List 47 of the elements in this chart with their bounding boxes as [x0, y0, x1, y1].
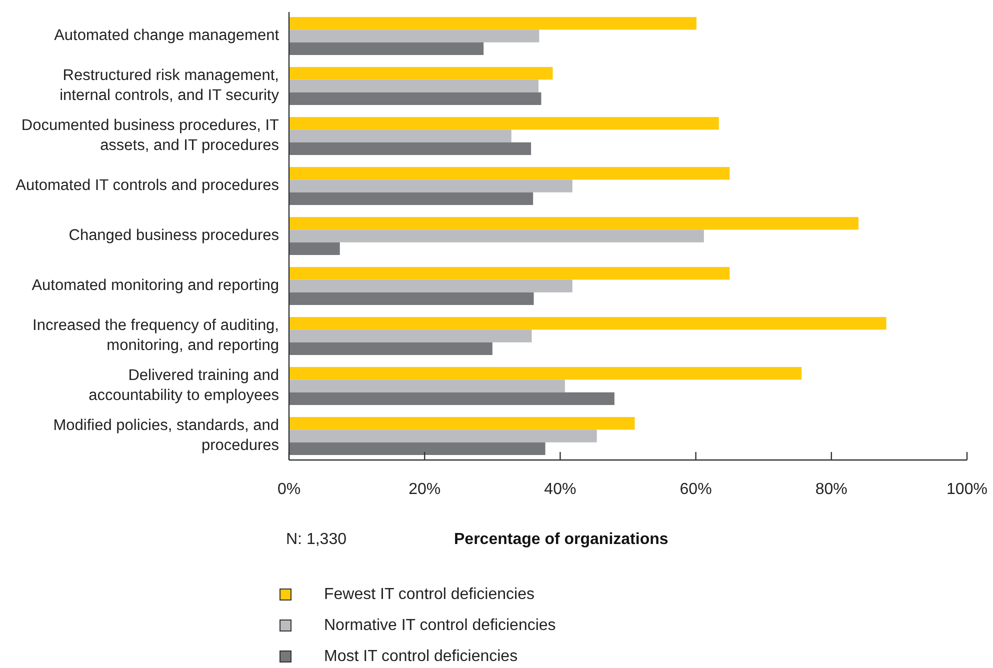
legend-label: Fewest IT control deficiencies	[324, 586, 534, 604]
bar	[289, 17, 696, 30]
bar	[289, 267, 730, 280]
x-tick-label: 60%	[680, 481, 712, 498]
x-axis-title: Percentage of organizations	[454, 531, 668, 548]
x-tick-label: 20%	[408, 481, 441, 498]
bar	[289, 230, 704, 242]
bar	[289, 342, 492, 355]
y-tick-label: Changed business procedures	[68, 227, 280, 244]
bar	[289, 242, 340, 255]
bar	[289, 142, 532, 155]
y-tick-label: Restructured risk management, internal controls, and IT security	[60, 67, 280, 104]
bar	[289, 180, 572, 192]
x-tick-label: 40%	[544, 481, 576, 498]
x-tick-label: 80%	[815, 481, 848, 498]
bar	[289, 442, 546, 455]
bar	[289, 42, 484, 55]
bar	[289, 167, 730, 180]
x-tick-label: 0%	[277, 481, 301, 498]
text: N: 1,330	[286, 531, 347, 548]
bar	[289, 330, 532, 342]
bar	[289, 217, 859, 230]
bar	[289, 67, 553, 80]
bar	[289, 317, 886, 330]
bar	[289, 80, 539, 92]
bar	[289, 280, 572, 292]
y-tick-label: Automated monitoring and reporting	[32, 277, 279, 294]
y-tick-label: Automated change management	[54, 27, 280, 44]
y-tick-label: Modified policies, standards, and procedures	[53, 417, 280, 454]
bar	[289, 130, 512, 142]
bar	[289, 380, 565, 392]
legend-label: Normative IT control deficiencies	[324, 617, 556, 634]
y-tick-label: Delivered training and accountability to employees	[88, 367, 280, 404]
bar	[289, 367, 802, 380]
y-tick-label: Documented business procedures, IT assets, and IT procedures	[21, 117, 280, 154]
bar	[289, 92, 542, 105]
bar	[289, 292, 534, 305]
y-tick-label: Automated IT controls and procedures	[16, 177, 280, 194]
bar	[289, 430, 597, 442]
legend-label: Most IT control deficiencies	[324, 648, 518, 666]
bar	[289, 417, 635, 430]
bar	[289, 192, 534, 205]
x-tick-label: 100%	[946, 481, 988, 498]
bar	[289, 117, 719, 130]
bar	[289, 392, 614, 405]
bar	[289, 30, 540, 42]
y-tick-label: Increased the frequency of auditing, monitoring, and reporting	[32, 317, 279, 354]
